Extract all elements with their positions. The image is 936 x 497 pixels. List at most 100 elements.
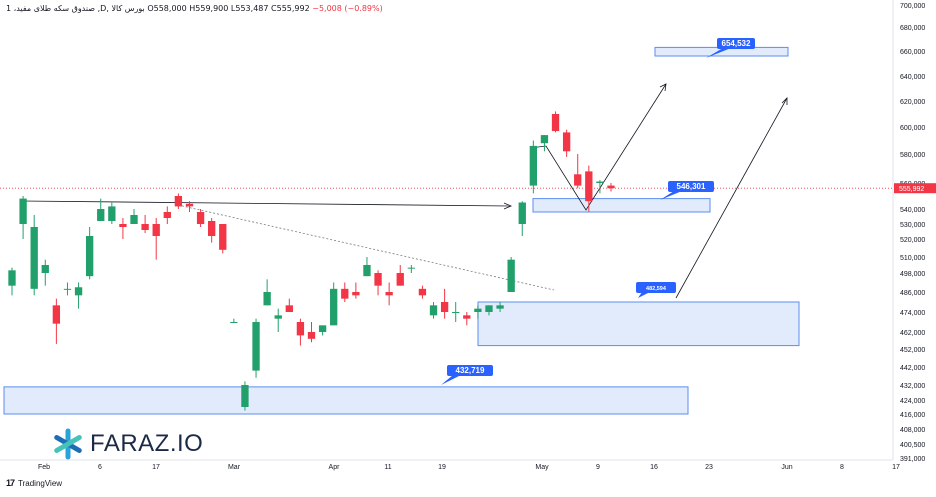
callout-box — [717, 38, 755, 49]
x-tick-label: 8 — [840, 464, 844, 471]
y-tick-label: 510,000 — [900, 255, 925, 262]
candle-body — [119, 224, 127, 227]
candle-body — [108, 206, 116, 221]
zone-label: 482,594 — [646, 286, 667, 292]
x-tick-label: 17 — [152, 464, 160, 471]
zone-label: 546,301 — [677, 182, 706, 191]
tradingview-icon: 17 — [6, 478, 15, 488]
candle-body — [174, 196, 183, 207]
candle-body — [163, 212, 171, 218]
candle-body — [263, 292, 271, 306]
candle-body — [296, 322, 305, 336]
y-tick-label: 424,000 — [900, 398, 925, 405]
x-tick-label: Jun — [781, 464, 792, 471]
x-tick-label: 23 — [705, 464, 713, 471]
y-tick-label: 416,000 — [900, 412, 925, 419]
arrow-head — [503, 202, 513, 210]
faraz-logo-text: FARAZ.IO — [90, 430, 204, 457]
symbol-header: 1 ،صندوق سکه طلای مفید ,D, بورس کالا O55… — [6, 4, 383, 13]
change-value: −5,008 (−0.89%) — [312, 4, 383, 13]
candle-body — [208, 221, 216, 236]
candle-body — [41, 265, 49, 273]
candle-body — [540, 135, 549, 144]
callout-box — [668, 181, 714, 192]
callout-box — [447, 365, 493, 376]
candle-body — [241, 385, 249, 407]
symbol-title: 1 ،صندوق سکه طلای مفید ,D, بورس کالا — [6, 4, 145, 13]
candle-body — [496, 305, 504, 309]
candle-body — [607, 185, 615, 189]
candle-body — [252, 322, 260, 371]
faraz-logo: FARAZ.IO — [52, 428, 203, 460]
zone-rect — [477, 301, 800, 347]
callout-box — [636, 282, 676, 293]
x-tick-label: Feb — [38, 464, 50, 471]
y-tick-label: 486,000 — [900, 290, 925, 297]
projection-path-2 — [675, 97, 788, 299]
x-tick-label: Apr — [329, 464, 341, 471]
zone-rect — [532, 198, 711, 213]
arrow-head — [659, 83, 667, 92]
candle-body — [440, 302, 449, 312]
tradingview-brand: TradingView — [18, 478, 63, 488]
callout-pointer — [638, 292, 650, 298]
candle-body — [463, 315, 471, 319]
x-tick-label: 17 — [892, 464, 900, 471]
candle-body — [30, 227, 38, 289]
y-tick-label: 408,000 — [900, 427, 925, 434]
candle-body — [518, 202, 526, 224]
candle-body — [85, 236, 94, 277]
x-tick-label: 9 — [596, 464, 600, 471]
resistance-line — [21, 200, 511, 207]
candle-body — [374, 273, 382, 286]
zone-label: 654,532 — [722, 39, 751, 48]
tradingview-footer[interactable]: 17 TradingView — [6, 478, 62, 488]
callout-pointer — [660, 191, 682, 200]
candle-body — [363, 265, 371, 277]
candle-body — [19, 198, 27, 224]
y-tick-label: 474,000 — [900, 310, 925, 317]
candle-body — [352, 292, 360, 296]
candle-body — [507, 259, 515, 292]
y-tick-label: 520,000 — [900, 237, 925, 244]
y-tick-label: 640,000 — [900, 74, 925, 81]
candle-body — [285, 305, 293, 312]
candle-body — [529, 145, 538, 186]
y-tick-label: 452,000 — [900, 347, 925, 354]
candle-body — [385, 292, 393, 296]
y-tick-label: 391,000 — [900, 456, 925, 463]
candle-body — [152, 224, 160, 236]
candle-body — [8, 270, 16, 286]
candle-body — [551, 114, 560, 132]
close-value: C555,992 — [271, 4, 310, 13]
candle-body — [429, 305, 438, 316]
y-tick-label: 498,000 — [900, 271, 925, 278]
y-tick-label: 580,000 — [900, 152, 925, 159]
low-value: L553,487 — [230, 4, 269, 13]
x-tick-label: Mar — [228, 464, 241, 471]
candle-body — [474, 308, 482, 312]
candle-body — [341, 288, 349, 299]
y-tick-label: 442,000 — [900, 365, 925, 372]
candle-body — [330, 288, 338, 326]
y-tick-label: 660,000 — [900, 49, 925, 56]
candle-body — [52, 305, 61, 324]
candle-body — [585, 171, 593, 202]
zone-rect — [3, 386, 689, 415]
x-tick-label: 6 — [98, 464, 102, 471]
candle-body — [141, 224, 149, 230]
projection-path-1 — [529, 83, 667, 211]
last-price-tag — [894, 183, 936, 194]
candle-body — [219, 224, 227, 250]
y-tick-label: 600,000 — [900, 125, 925, 132]
y-tick-label: 540,000 — [900, 207, 925, 214]
x-tick-label: 19 — [438, 464, 446, 471]
candle-body — [307, 332, 316, 339]
callout-pointer — [441, 375, 461, 385]
candle-body — [196, 212, 205, 224]
candle-body — [74, 287, 83, 296]
candle-body — [185, 203, 194, 207]
candle-body — [562, 132, 571, 152]
